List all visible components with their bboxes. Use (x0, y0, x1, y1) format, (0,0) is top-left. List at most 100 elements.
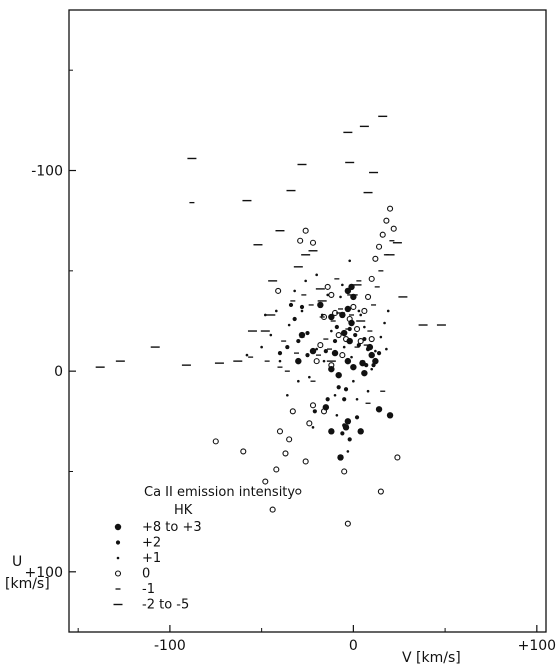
data-point (306, 420, 313, 427)
data-point (300, 309, 304, 313)
data-point (365, 346, 371, 352)
legend-row: -2 to -5 (113, 598, 189, 613)
legend-row: +8 to +3 (114, 520, 202, 535)
x-axis-ticks: -100 0 +100 (77, 625, 556, 654)
data-point (340, 329, 348, 337)
data-point (355, 397, 359, 401)
legend-label: +1 (142, 551, 161, 566)
data-point (299, 304, 305, 310)
data-point (317, 342, 324, 349)
data-point (289, 408, 296, 415)
data-point (368, 336, 375, 343)
data-point (323, 348, 328, 354)
data-point (361, 307, 368, 315)
data-point (328, 291, 335, 298)
data-point (357, 428, 364, 435)
data-point (297, 379, 300, 383)
data-point (370, 367, 374, 371)
data-point (383, 217, 390, 224)
data-point (334, 324, 339, 330)
data-point (394, 454, 401, 461)
data-point (309, 402, 317, 409)
data-point (339, 352, 346, 359)
data-point (368, 351, 375, 359)
data-point (342, 423, 347, 428)
data-point (383, 321, 386, 325)
x-axis-label: V [km/s] (402, 650, 461, 666)
data-point (275, 287, 282, 294)
data-point (357, 338, 364, 345)
data-point (379, 335, 383, 339)
legend-row: +2 (115, 536, 161, 551)
data-point (285, 344, 290, 350)
data-point (344, 520, 351, 527)
data-point (390, 225, 397, 232)
x-tick-label: -100 (154, 638, 186, 654)
legend: Ca II emission intensity HK +8 to +3+2+1… (113, 485, 295, 613)
legend-rows: +8 to +3+2+10-1-2 to -5 (113, 520, 202, 613)
data-point (372, 255, 379, 262)
data-point (342, 345, 346, 349)
legend-marker (115, 540, 121, 545)
legend-label: +8 to +3 (142, 520, 202, 535)
data-point (357, 309, 361, 313)
data-point (364, 363, 369, 368)
data-point (264, 313, 267, 317)
data-point (305, 353, 310, 358)
data-point (361, 369, 368, 377)
data-point (326, 293, 329, 297)
data-point (344, 357, 352, 365)
legend-label: +2 (142, 536, 161, 551)
data-point (386, 412, 394, 419)
data-point (297, 237, 304, 244)
data-point (325, 397, 330, 402)
data-point (346, 315, 353, 323)
data-points (95, 115, 446, 527)
y-axis-label: U [km/s] (5, 554, 50, 592)
data-point (350, 363, 357, 371)
y-axis-label-line1: U (12, 554, 22, 570)
data-point (273, 466, 280, 473)
data-point (376, 351, 382, 356)
data-point (302, 227, 309, 234)
data-point (341, 283, 344, 287)
legend-marker (114, 570, 122, 577)
data-point (379, 231, 386, 238)
data-point (385, 347, 388, 351)
legend-title: Ca II emission intensity (144, 485, 295, 500)
data-point (293, 289, 296, 293)
data-point (352, 379, 355, 383)
data-point (286, 393, 289, 397)
legend-label: 0 (142, 567, 150, 582)
data-point (356, 342, 361, 348)
series-1 (277, 302, 382, 442)
data-point (315, 347, 318, 351)
data-point (343, 387, 349, 392)
data-point (375, 243, 383, 250)
legend-row: 0 (114, 567, 150, 582)
data-point (275, 309, 278, 313)
data-point (286, 436, 293, 443)
legend-marker (116, 556, 120, 560)
data-point (359, 313, 363, 317)
data-point (288, 302, 294, 308)
data-point (212, 438, 219, 445)
data-point (353, 332, 358, 338)
data-point (366, 389, 370, 393)
data-point (240, 448, 247, 455)
data-point (333, 393, 337, 397)
data-point (324, 283, 331, 290)
data-point (309, 347, 317, 355)
data-point (337, 454, 344, 461)
data-point (322, 359, 326, 363)
y-tick-label: 0 (54, 364, 63, 380)
data-point (344, 418, 352, 425)
data-point (277, 351, 283, 356)
data-point (245, 353, 249, 357)
legend-marker (114, 523, 122, 531)
data-point (302, 458, 309, 465)
data-point (350, 355, 353, 359)
data-point (276, 428, 284, 435)
data-point (282, 450, 289, 457)
